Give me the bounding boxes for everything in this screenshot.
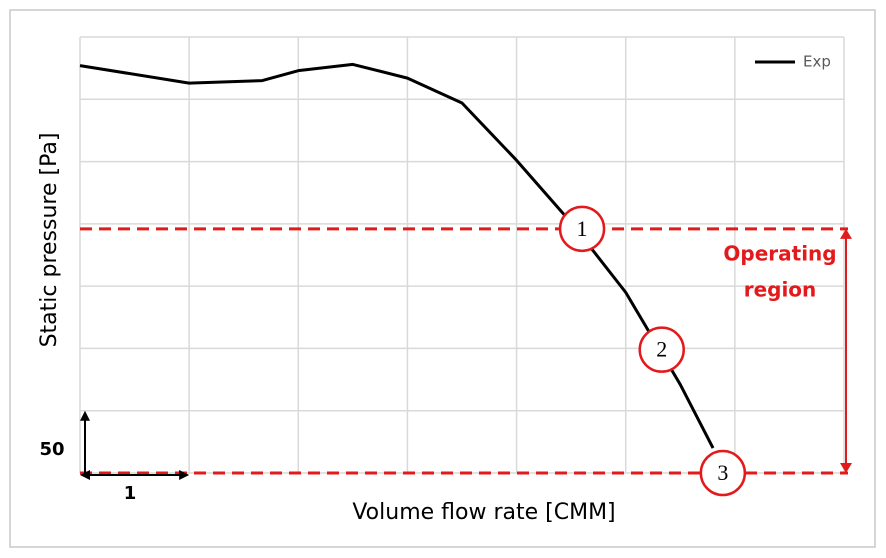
arrow-head: [80, 410, 90, 421]
x-scale-label: 1: [124, 483, 137, 504]
data-line: [79, 62, 715, 449]
legend-label: Exp: [803, 53, 831, 71]
operating-region-label: region: [744, 278, 817, 302]
operating-point: [638, 326, 685, 373]
operating-point: [699, 449, 747, 497]
y-axis-label: Static pressure [Pa]: [37, 133, 62, 348]
frame: [9, 9, 876, 548]
y-scale-label: 50: [39, 439, 64, 460]
operating-point-label: 1: [577, 216, 588, 241]
operating-region-label: Operating: [723, 242, 836, 266]
operating-point: [558, 205, 606, 253]
operating-point-label: 3: [717, 460, 728, 485]
x-axis-label: Volume flow rate [CMM]: [352, 500, 615, 525]
operating-point-label: 2: [656, 337, 667, 362]
